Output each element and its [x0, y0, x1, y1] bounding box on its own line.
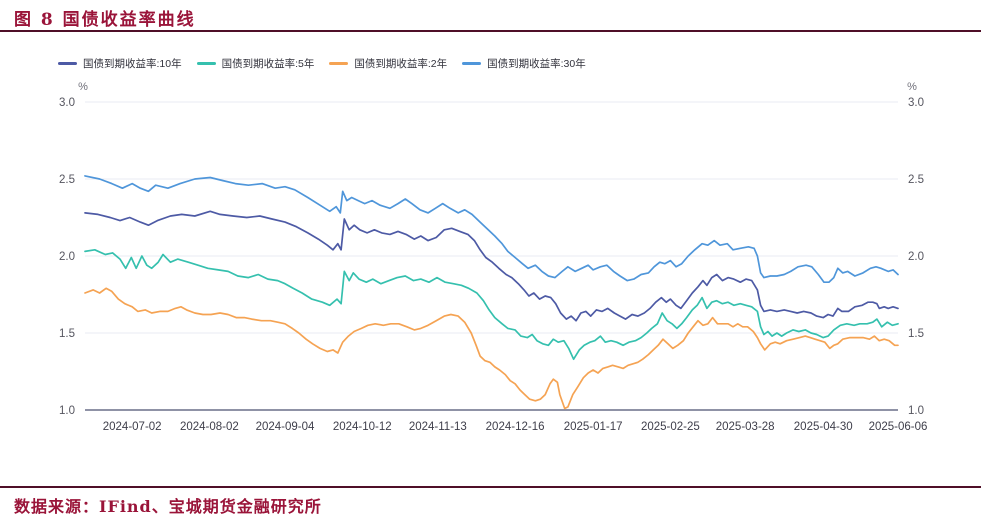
series-line-2y	[84, 287, 899, 410]
x-axis-label: 2024-12-16	[486, 421, 545, 433]
legend-line-marker	[58, 62, 77, 65]
yield-curve-chart: % %3.0 3.02.5 2.52.0 2.01.5 1.51.0 1.02024-07-…	[59, 81, 928, 433]
legend-label: 国债到期收益率:10年	[83, 58, 182, 70]
x-axis-label: 2024-07-02	[103, 421, 162, 433]
top-divider	[0, 30, 981, 32]
y-axis-label-left: 1.0	[59, 405, 75, 417]
x-axis-label: 2025-06-06	[869, 421, 928, 433]
x-axis-label: 2025-01-17	[564, 421, 623, 433]
series-line-30y	[84, 175, 899, 284]
legend-item-30y: 国债到期收益率:30年	[462, 56, 586, 71]
x-axis-label: 2024-08-02	[180, 421, 239, 433]
x-axis-label: 2024-10-12	[333, 421, 392, 433]
x-axis-label: 2024-11-13	[409, 421, 467, 433]
bottom-divider	[0, 486, 981, 488]
y-axis-label-right: 2.0	[908, 251, 924, 263]
figure-title: 图 8 国债收益率曲线	[14, 10, 196, 30]
y-axis-label-right: 3.0	[908, 97, 924, 109]
y-axis-label-left: 2.5	[59, 174, 75, 186]
x-axis-label: 2025-03-28	[716, 421, 775, 433]
y-axis-label-left: 3.0	[59, 97, 75, 109]
series-line-5y	[84, 248, 899, 361]
legend-line-marker	[329, 62, 349, 65]
series-line-10y	[84, 210, 899, 322]
legend-line-marker	[196, 62, 216, 65]
data-source-note: 数据来源：IFind、宝城期货金融研究所	[14, 497, 322, 516]
legend-label: 国债到期收益率:5年	[221, 58, 315, 70]
legend-item-5y: 国债到期收益率:5年	[196, 56, 315, 71]
chart-legend: 国债到期收益率:10年 国债到期收益率:5年 国债到期收益率:2年 国债到期收益率:3…	[58, 56, 586, 71]
y-axis-unit-right: %	[907, 81, 917, 93]
legend-line-marker	[462, 62, 482, 65]
legend-label: 国债到期收益率:30年	[487, 58, 586, 70]
x-axis-label: 2025-02-25	[641, 421, 700, 433]
x-axis-label: 2024-09-04	[256, 421, 315, 433]
legend-label: 国债到期收益率:2年	[354, 58, 448, 70]
x-axis-label: 2025-04-30	[794, 421, 853, 433]
y-axis-label-right: 2.5	[908, 174, 924, 186]
y-axis-label-left: 1.5	[59, 328, 75, 340]
y-axis-label-right: 1.5	[908, 328, 924, 340]
legend-item-2y: 国债到期收益率:2年	[329, 56, 447, 71]
y-axis-label-left: 2.0	[59, 251, 75, 263]
y-axis-unit-left: %	[78, 81, 88, 93]
y-axis-label-right: 1.0	[908, 405, 924, 417]
legend-item-10y: 国债到期收益率:10年	[58, 56, 182, 71]
